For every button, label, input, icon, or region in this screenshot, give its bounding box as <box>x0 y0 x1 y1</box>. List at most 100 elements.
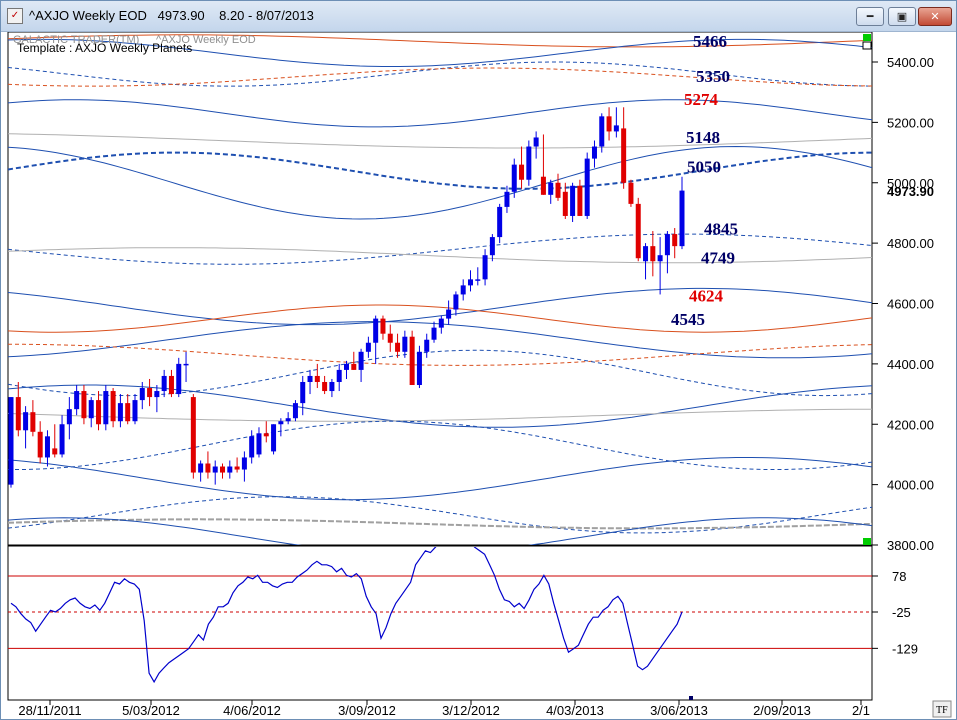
planetary-curve <box>8 343 872 366</box>
planetary-curve <box>8 233 872 265</box>
top-marker-icon[interactable] <box>863 34 871 41</box>
planetary-curve <box>8 457 872 501</box>
candle <box>23 406 29 449</box>
level-label: 5050 <box>687 158 721 177</box>
candle <box>373 315 379 364</box>
candle <box>176 357 182 398</box>
candle <box>292 400 298 422</box>
candle <box>344 360 349 379</box>
candle <box>424 333 430 358</box>
candle <box>322 375 328 395</box>
candle <box>336 363 342 392</box>
planetary-curve <box>8 304 872 333</box>
candle <box>132 394 138 425</box>
candle <box>52 424 58 458</box>
candle <box>263 421 269 443</box>
candle <box>44 430 50 467</box>
candle <box>395 333 401 358</box>
candle <box>351 351 357 370</box>
candle <box>387 324 393 352</box>
candle <box>285 412 291 425</box>
date-tick-label: 4/06/2012 <box>223 703 281 718</box>
candle <box>168 369 174 398</box>
candle <box>271 424 277 455</box>
candle <box>227 460 233 479</box>
candle <box>256 427 262 458</box>
candle <box>183 351 189 382</box>
candle <box>380 315 386 340</box>
candle <box>664 231 670 274</box>
price-tick-label: 4400.00 <box>887 357 934 372</box>
candle <box>650 231 656 277</box>
candle <box>241 451 247 482</box>
price-tick-label: 4800.00 <box>887 236 934 251</box>
price-tick-label: 5000.00 <box>887 176 934 191</box>
candle <box>584 152 590 219</box>
minimize-button[interactable]: ━ <box>856 7 884 26</box>
panel-toggle-icon[interactable] <box>862 41 872 50</box>
candle <box>613 107 619 138</box>
candle <box>139 381 145 410</box>
chart-app-icon[interactable]: ✓ <box>7 8 23 24</box>
candle <box>409 330 415 386</box>
candle <box>672 228 678 259</box>
level-label: 5466 <box>693 32 727 51</box>
planetary-curve <box>8 408 872 422</box>
planetary-curve <box>8 349 872 397</box>
header-series: ^AXJO Weekly EOD <box>156 34 256 46</box>
candle <box>577 179 583 216</box>
candle <box>300 375 306 416</box>
candle <box>635 197 641 262</box>
date-tick-label: 2/1 <box>852 703 870 718</box>
candle <box>314 363 320 389</box>
candle <box>125 394 131 425</box>
price-axis: 5400.00 5200.00 5000.00 4800.00 4600.00 4400.… <box>872 55 934 553</box>
planetary-curve <box>8 34 872 48</box>
candle <box>220 463 226 479</box>
price-tick-label: 3800.00 <box>887 538 934 553</box>
bottom-marker-icon[interactable] <box>863 538 871 545</box>
level-label: 5148 <box>686 128 720 147</box>
candle <box>526 140 532 186</box>
title-bar[interactable]: ✓ ^AXJO Weekly EOD 4973.90 8.20 - 8/07/2… <box>1 1 956 32</box>
date-cursor-marker <box>689 696 693 700</box>
planetary-curve <box>8 420 872 470</box>
candle <box>562 182 568 219</box>
planetary-curve <box>8 133 872 149</box>
oscillator-panel[interactable] <box>7 545 873 701</box>
candle <box>37 421 43 464</box>
candle <box>307 369 313 395</box>
candle <box>504 185 510 213</box>
oscillator-line <box>10 547 683 684</box>
planetary-curve <box>8 287 872 326</box>
candles-group <box>8 107 685 488</box>
date-tick-label: 3/09/2012 <box>338 703 396 718</box>
maximize-button[interactable]: ▣ <box>888 7 916 26</box>
level-label: 5350 <box>696 67 730 86</box>
candle <box>365 336 371 358</box>
candle <box>117 394 123 428</box>
candle <box>599 113 605 153</box>
date-tick-label: 5/03/2012 <box>122 703 180 718</box>
date-tick-label: 4/03/2013 <box>546 703 604 718</box>
planetary-curve <box>8 518 872 530</box>
candle <box>198 460 204 482</box>
chart-area[interactable]: GALACTIC TRADER(TM) ^AXJO Weekly EOD Tem… <box>1 32 956 719</box>
last-price-label: 4973.90 <box>887 184 934 199</box>
timeframe-button[interactable] <box>932 700 952 718</box>
level-label: 4545 <box>671 310 705 329</box>
close-button[interactable]: ✕ <box>918 7 952 26</box>
level-label: 4845 <box>704 220 738 239</box>
candle <box>453 291 459 316</box>
price-panel[interactable] <box>7 32 873 546</box>
candle <box>161 369 167 398</box>
candle <box>74 385 80 416</box>
candle <box>8 397 14 488</box>
candle <box>570 182 576 222</box>
price-tick-label: 4600.00 <box>887 297 934 312</box>
candle <box>88 397 94 428</box>
candle <box>147 378 153 407</box>
candle <box>446 300 452 325</box>
candle <box>497 203 503 244</box>
